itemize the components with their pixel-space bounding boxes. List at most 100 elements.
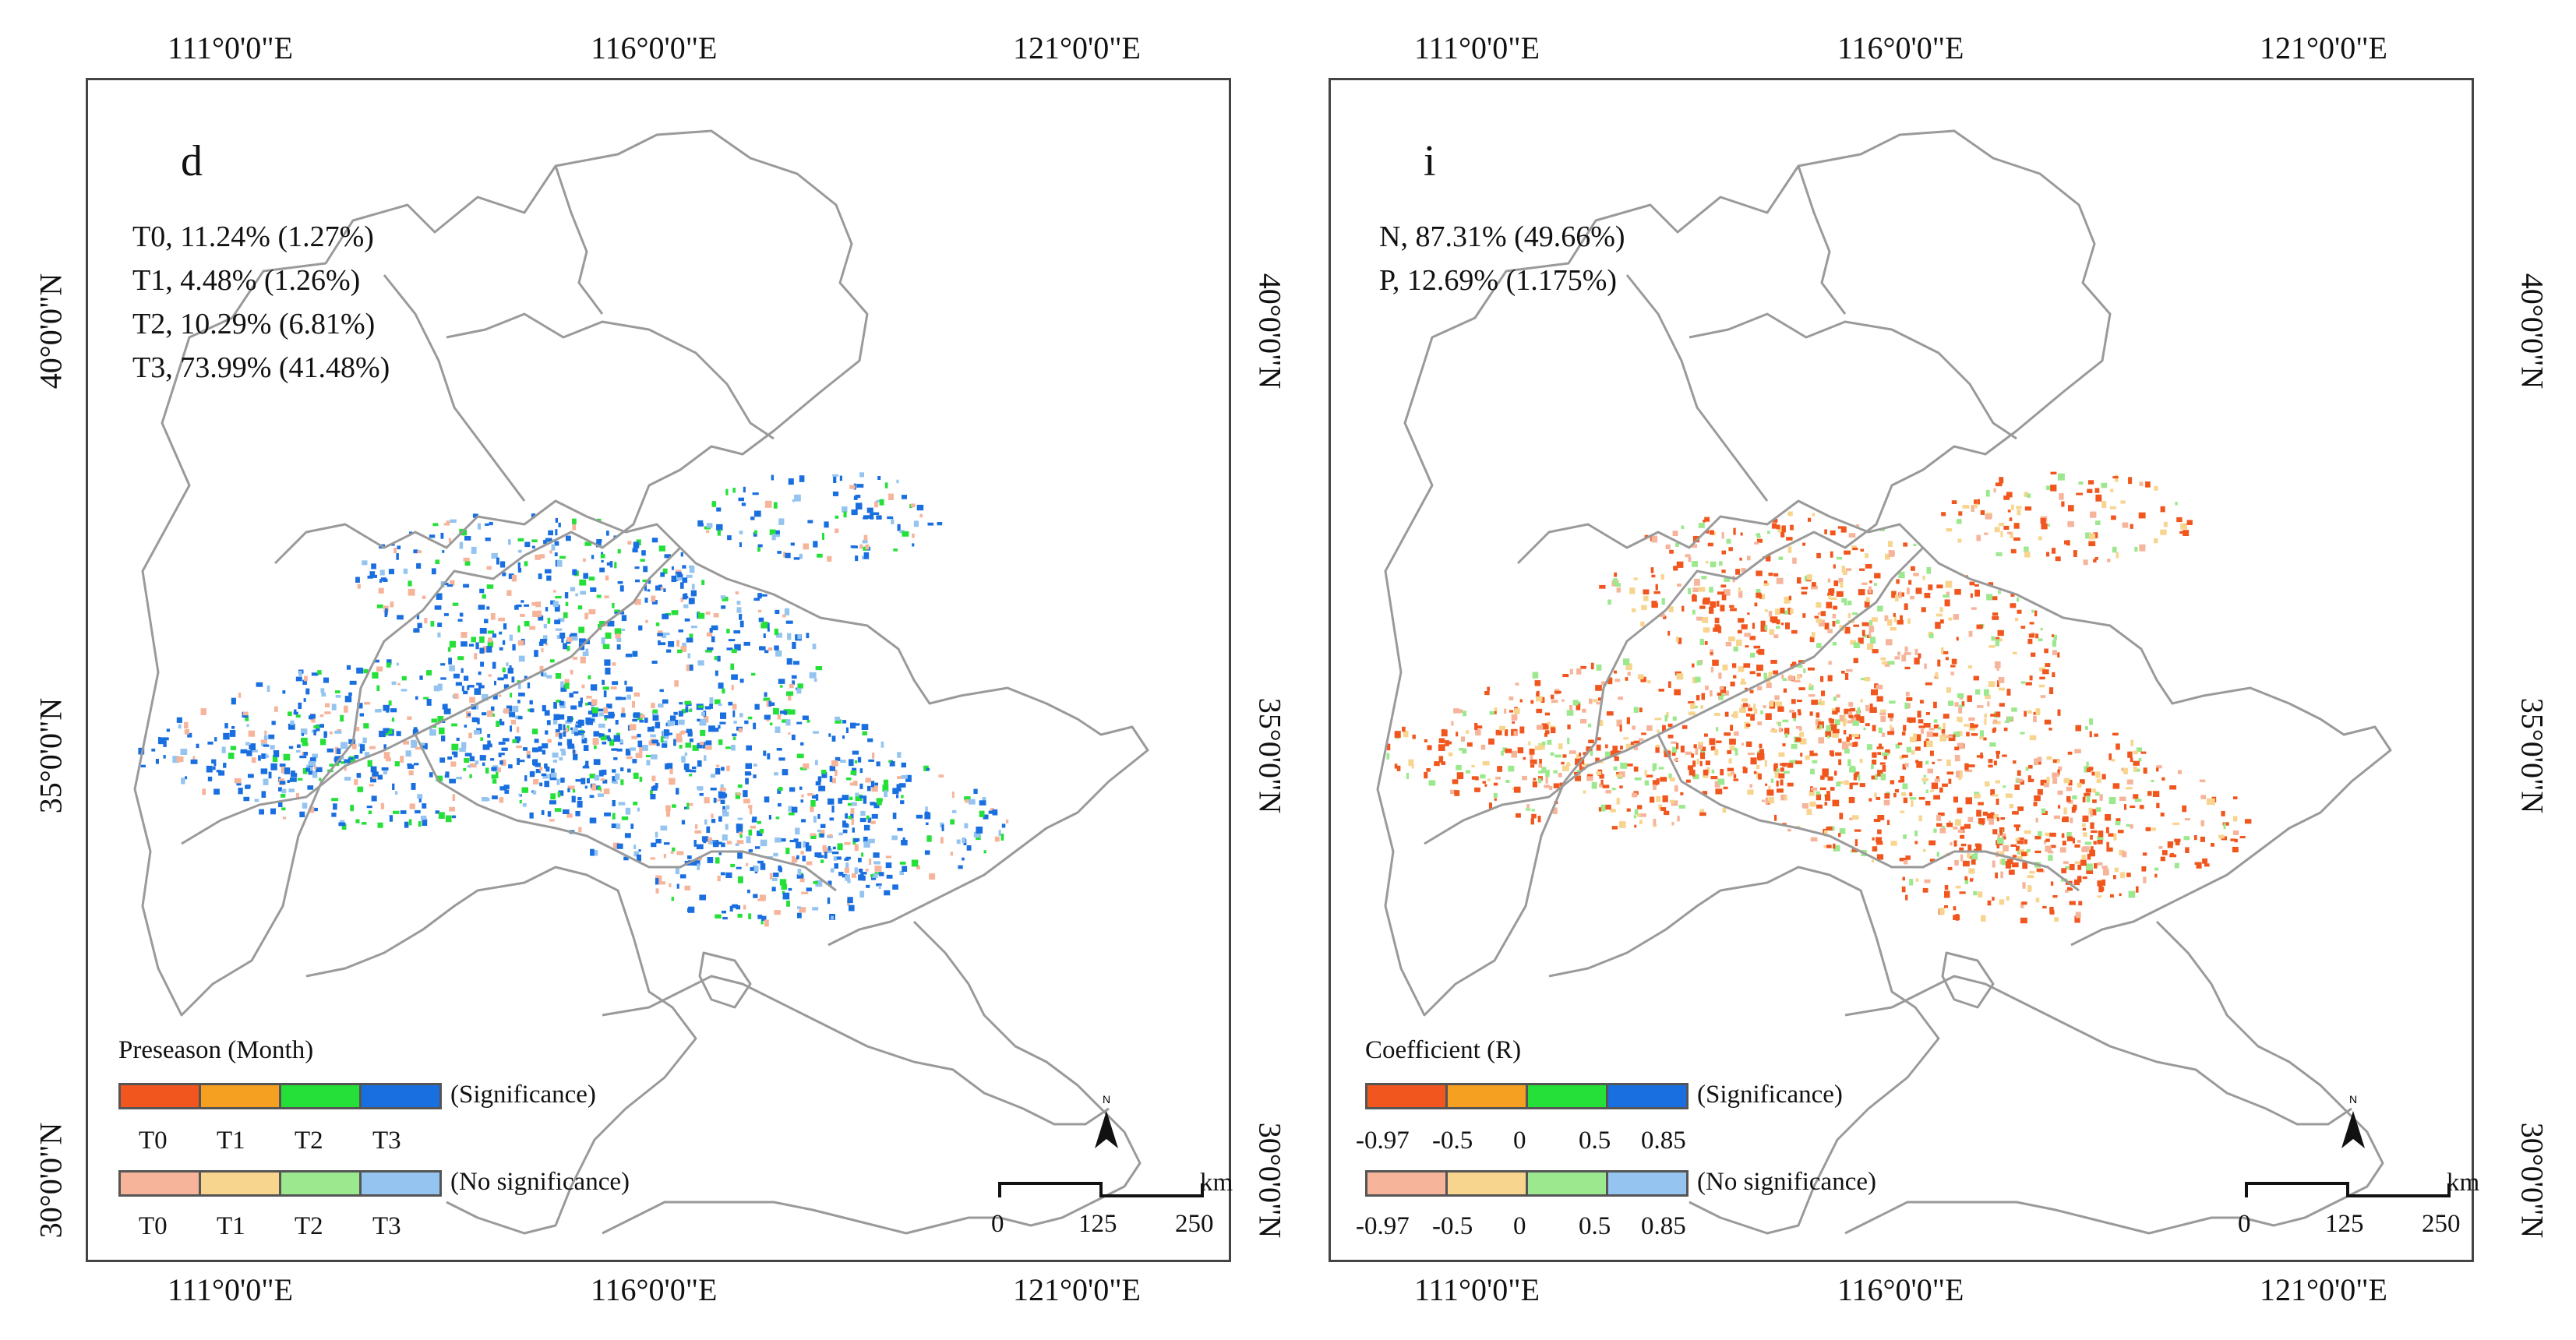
- raster-pixel: [2156, 765, 2162, 769]
- raster-pixel: [1829, 718, 1834, 724]
- raster-pixel: [559, 748, 566, 752]
- raster-pixel: [1886, 639, 1893, 646]
- raster-pixel: [1984, 532, 1988, 535]
- raster-pixel: [1441, 728, 1445, 733]
- raster-pixel: [802, 855, 806, 862]
- raster-pixel: [591, 707, 598, 714]
- raster-pixel: [1861, 629, 1865, 636]
- raster-pixel: [1882, 752, 1889, 756]
- raster-pixel: [309, 757, 316, 763]
- raster-pixel: [810, 799, 816, 807]
- raster-pixel: [2034, 758, 2039, 766]
- legend-tick: T0: [139, 1127, 168, 1155]
- raster-pixel: [687, 731, 693, 737]
- raster-pixel: [606, 562, 611, 566]
- raster-pixel: [2045, 832, 2050, 837]
- raster-pixel: [542, 705, 546, 712]
- raster-pixel: [2024, 492, 2028, 497]
- raster-pixel: [1639, 820, 1643, 824]
- raster-pixel: [1849, 782, 1853, 790]
- legend-tick: T0: [139, 1212, 168, 1240]
- raster-pixel: [550, 772, 557, 778]
- raster-pixel: [369, 746, 376, 749]
- raster-pixel: [452, 794, 456, 801]
- scale-label: 125: [2325, 1210, 2364, 1238]
- raster-pixel: [282, 816, 287, 820]
- raster-pixel: [1808, 685, 1814, 690]
- raster-pixel: [479, 628, 487, 634]
- raster-pixel: [1687, 765, 1694, 770]
- raster-pixel: [583, 745, 589, 751]
- lon-label-top-121: 121°0'0"E: [1013, 30, 1141, 65]
- raster-pixel: [1719, 695, 1724, 700]
- raster-pixel: [643, 566, 648, 573]
- raster-pixel: [270, 763, 277, 770]
- raster-pixel: [865, 778, 871, 783]
- raster-pixel: [1530, 754, 1533, 760]
- raster-pixel: [313, 725, 320, 728]
- raster-pixel: [1819, 700, 1825, 706]
- raster-pixel: [1484, 691, 1490, 696]
- raster-pixel: [1811, 585, 1818, 590]
- raster-pixel: [699, 793, 704, 796]
- raster-pixel: [855, 555, 859, 562]
- raster-pixel: [1630, 741, 1634, 746]
- raster-pixel: [1753, 770, 1757, 774]
- raster-pixel: [397, 682, 401, 686]
- raster-pixel: [1600, 804, 1606, 812]
- raster-pixel: [202, 788, 206, 795]
- raster-pixel: [1996, 680, 1999, 687]
- raster-pixel: [824, 521, 829, 528]
- raster-pixel: [663, 842, 670, 845]
- raster-pixel: [1738, 587, 1741, 593]
- raster-pixel: [547, 739, 552, 743]
- raster-pixel: [1474, 723, 1478, 730]
- raster-pixel: [487, 710, 493, 718]
- raster-pixel: [1994, 527, 2000, 533]
- raster-pixel: [898, 783, 906, 788]
- raster-pixel: [2090, 835, 2093, 840]
- raster-pixel: [618, 802, 626, 806]
- raster-pixel: [604, 659, 611, 666]
- raster-pixel: [1851, 815, 1859, 820]
- raster-pixel: [1508, 765, 1515, 772]
- raster-pixel: [838, 832, 843, 836]
- raster-pixel: [1536, 708, 1543, 714]
- raster-pixel: [426, 699, 432, 706]
- raster-pixel: [1678, 637, 1682, 644]
- raster-pixel: [1974, 584, 1979, 587]
- raster-pixel: [1832, 642, 1837, 646]
- raster-pixel: [2128, 890, 2136, 898]
- raster-pixel: [792, 499, 795, 503]
- raster-pixel: [619, 696, 626, 700]
- raster-pixel: [1987, 701, 1990, 707]
- scale-label: 250: [2422, 1210, 2461, 1238]
- raster-pixel: [1975, 689, 1981, 695]
- legend-swatch-nosig-1: [201, 1172, 281, 1194]
- raster-pixel: [319, 724, 324, 728]
- raster-pixel: [279, 781, 286, 785]
- raster-pixel: [640, 559, 645, 562]
- raster-pixel: [1967, 695, 1972, 702]
- raster-pixel: [2106, 841, 2109, 848]
- raster-pixel: [411, 739, 417, 745]
- raster-pixel: [288, 711, 292, 716]
- raster-pixel: [567, 788, 570, 792]
- raster-pixel: [838, 872, 844, 876]
- raster-pixel: [1899, 858, 1906, 862]
- raster-pixel: [895, 788, 902, 792]
- raster-pixel: [547, 811, 552, 817]
- raster-pixel: [1832, 732, 1839, 738]
- legend-tick: T2: [295, 1127, 323, 1155]
- raster-pixel: [1957, 717, 1962, 722]
- raster-pixel: [1860, 699, 1863, 703]
- raster-pixel: [184, 728, 190, 735]
- raster-pixel: [1970, 878, 1973, 882]
- raster-pixel: [2050, 845, 2056, 848]
- raster-pixel: [725, 823, 729, 830]
- raster-pixel: [835, 716, 841, 721]
- raster-pixel: [1784, 770, 1790, 774]
- raster-pixel: [401, 689, 408, 692]
- raster-pixel: [1495, 729, 1502, 735]
- raster-pixel: [1835, 619, 1840, 624]
